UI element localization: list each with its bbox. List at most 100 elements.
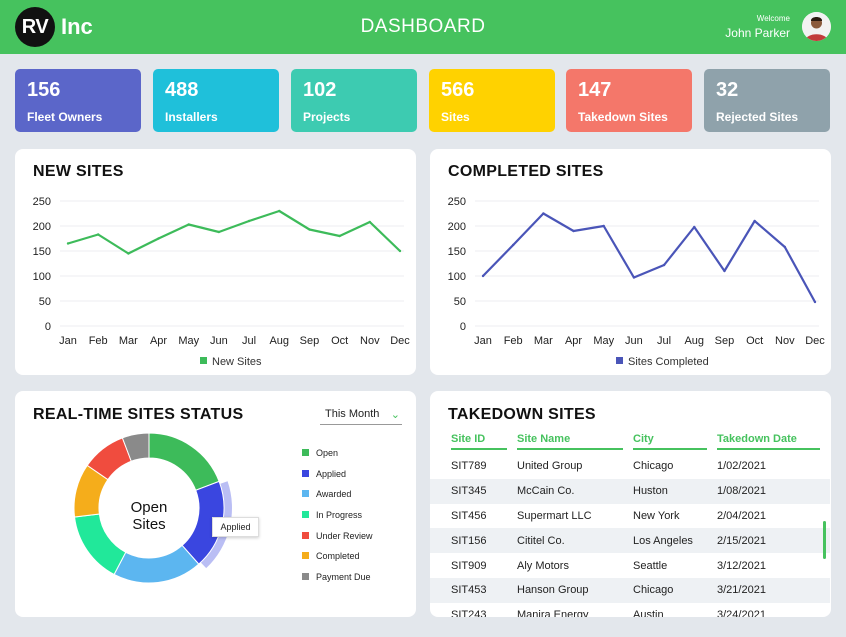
data-point <box>187 223 190 226</box>
table-row[interactable]: SIT453 Hanson Group Chicago 3/21/2021 <box>430 577 830 603</box>
stat-label: Fleet Owners <box>27 110 103 124</box>
table-scrollbar[interactable] <box>823 521 826 559</box>
legend-label: In Progress <box>316 510 363 521</box>
x-tick-label: Dec <box>805 335 825 347</box>
period-dropdown[interactable]: This Month ⌄ <box>320 403 402 425</box>
status-legend-item[interactable]: In Progress <box>302 510 373 531</box>
legend-label: Awarded <box>316 489 352 500</box>
legend-swatch <box>200 357 207 364</box>
stat-card-projects[interactable]: 102 Projects <box>291 69 417 132</box>
chart-legend[interactable]: New Sites <box>200 356 262 368</box>
x-tick-label: Jul <box>657 335 671 347</box>
logo-text[interactable]: Inc <box>61 14 93 39</box>
avatar[interactable] <box>802 12 831 41</box>
data-point <box>368 220 372 224</box>
table-cell: SIT456 <box>451 509 487 522</box>
x-tick-label: May <box>178 335 199 347</box>
stat-label: Rejected Sites <box>716 110 799 124</box>
x-tick-label: Nov <box>360 335 380 347</box>
sites-status-card: REAL-TIME SITES STATUS This Month ⌄ Open… <box>15 391 416 617</box>
table-cell: SIT909 <box>451 559 487 572</box>
y-tick-label: 200 <box>33 221 51 233</box>
status-legend-item[interactable]: Completed <box>302 551 373 572</box>
column-header-takedown-date[interactable]: Takedown Date <box>717 429 830 454</box>
takedown-sites-card: TAKEDOWN SITES Site ID Site Name City Ta… <box>430 391 831 617</box>
table-row[interactable]: SIT243 Manira Energy Austin 3/24/2021 <box>430 603 830 617</box>
x-tick-label: Jul <box>242 335 256 347</box>
top-bar: RV Inc DASHBOARD Welcome John Parker <box>0 0 846 54</box>
data-point <box>662 263 666 267</box>
legend-label: Applied <box>316 468 347 479</box>
table-cell: Manira Energy <box>517 609 589 617</box>
legend-swatch <box>616 357 623 364</box>
legend-label: Sites Completed <box>628 356 709 368</box>
stat-card-fleet-owners[interactable]: 156 Fleet Owners <box>15 69 141 132</box>
series-line <box>482 212 816 303</box>
x-tick-label: Sep <box>715 335 735 347</box>
table-row[interactable]: SIT156 Cititel Co. Los Angeles 2/15/2021 <box>430 528 830 554</box>
stat-label: Takedown Sites <box>578 110 668 124</box>
stat-card-rejected-sites[interactable]: 32 Rejected Sites <box>704 69 830 132</box>
logo-mark[interactable]: RV <box>15 7 55 47</box>
legend-swatch <box>302 573 309 581</box>
data-point <box>308 228 311 231</box>
table-cell: Cititel Co. <box>517 528 633 554</box>
table-header-row: Site ID Site Name City Takedown Date <box>430 429 830 454</box>
completed-sites-card: COMPLETED SITES 0 50 100 150 200 250 Jan Feb Mar… <box>430 149 831 375</box>
x-tick-label: Mar <box>119 335 138 347</box>
stat-card-installers[interactable]: 488 Installers <box>153 69 279 132</box>
stat-value: 156 <box>27 79 61 101</box>
legend-swatch <box>302 511 309 519</box>
table-cell: 3/21/2021 <box>717 577 830 603</box>
status-donut-chart <box>73 432 232 584</box>
stat-value: 488 <box>165 79 199 101</box>
table-cell: United Group <box>517 460 583 473</box>
status-legend-item[interactable]: Open <box>302 448 373 469</box>
column-header-site-name[interactable]: Site Name <box>517 429 633 454</box>
dropdown-value: This Month <box>325 408 380 420</box>
page-title: DASHBOARD <box>360 16 486 37</box>
stat-value: 566 <box>441 79 475 101</box>
user-name[interactable]: John Parker <box>725 26 790 40</box>
x-tick-label: Feb <box>89 335 108 347</box>
card-title: TAKEDOWN SITES <box>448 406 596 423</box>
stat-card-sites[interactable]: 566 Sites <box>429 69 555 132</box>
status-legend-item[interactable]: Under Review <box>302 531 373 552</box>
chart-legend[interactable]: Sites Completed <box>616 356 709 368</box>
table-cell: New York <box>633 509 680 522</box>
legend-label: Completed <box>316 551 360 562</box>
table-cell: Seattle <box>633 559 668 572</box>
table-row[interactable]: SIT345 McCain Co. Huston 1/08/2021 <box>430 478 830 504</box>
column-header-city[interactable]: City <box>633 429 717 454</box>
column-header-site-id[interactable]: Site ID <box>430 429 517 454</box>
data-point <box>783 245 787 249</box>
status-legend-item[interactable]: Applied <box>302 469 373 490</box>
y-tick-label: 100 <box>33 271 51 283</box>
data-point <box>278 209 281 213</box>
data-point <box>157 237 160 240</box>
stat-value: 32 <box>716 79 739 101</box>
y-tick-label: 0 <box>460 321 466 333</box>
y-tick-label: 150 <box>33 246 51 258</box>
data-point <box>542 212 545 215</box>
table-cell: 2/04/2021 <box>717 509 766 522</box>
status-legend-item[interactable]: Payment Due <box>302 572 373 593</box>
table-cell: Huston <box>633 478 717 504</box>
table-row[interactable]: SIT789 United Group Chicago 1/02/2021 <box>430 454 830 479</box>
legend-swatch <box>302 490 309 498</box>
y-tick-label: 50 <box>454 296 466 308</box>
table-row[interactable]: SIT456 Supermart LLC New York 2/04/2021 <box>430 504 830 529</box>
data-point <box>217 230 221 234</box>
stat-card-takedown-sites[interactable]: 147 Takedown Sites <box>566 69 692 132</box>
table-cell: Hanson Group <box>517 577 633 603</box>
data-point <box>127 252 130 255</box>
table-cell: Supermart LLC <box>517 509 592 522</box>
pie-slice-open <box>148 432 220 491</box>
new-sites-card: NEW SITES 0 50 100 150 200 250 Jan Feb Mar Apr May… <box>15 149 416 375</box>
card-title: NEW SITES <box>33 163 124 180</box>
table-cell: Aly Motors <box>517 559 569 572</box>
legend-swatch <box>302 531 309 539</box>
table-row[interactable]: SIT909 Aly Motors Seattle 3/12/2021 <box>430 553 830 578</box>
x-tick-label: Nov <box>775 335 795 347</box>
status-legend-item[interactable]: Awarded <box>302 489 373 510</box>
